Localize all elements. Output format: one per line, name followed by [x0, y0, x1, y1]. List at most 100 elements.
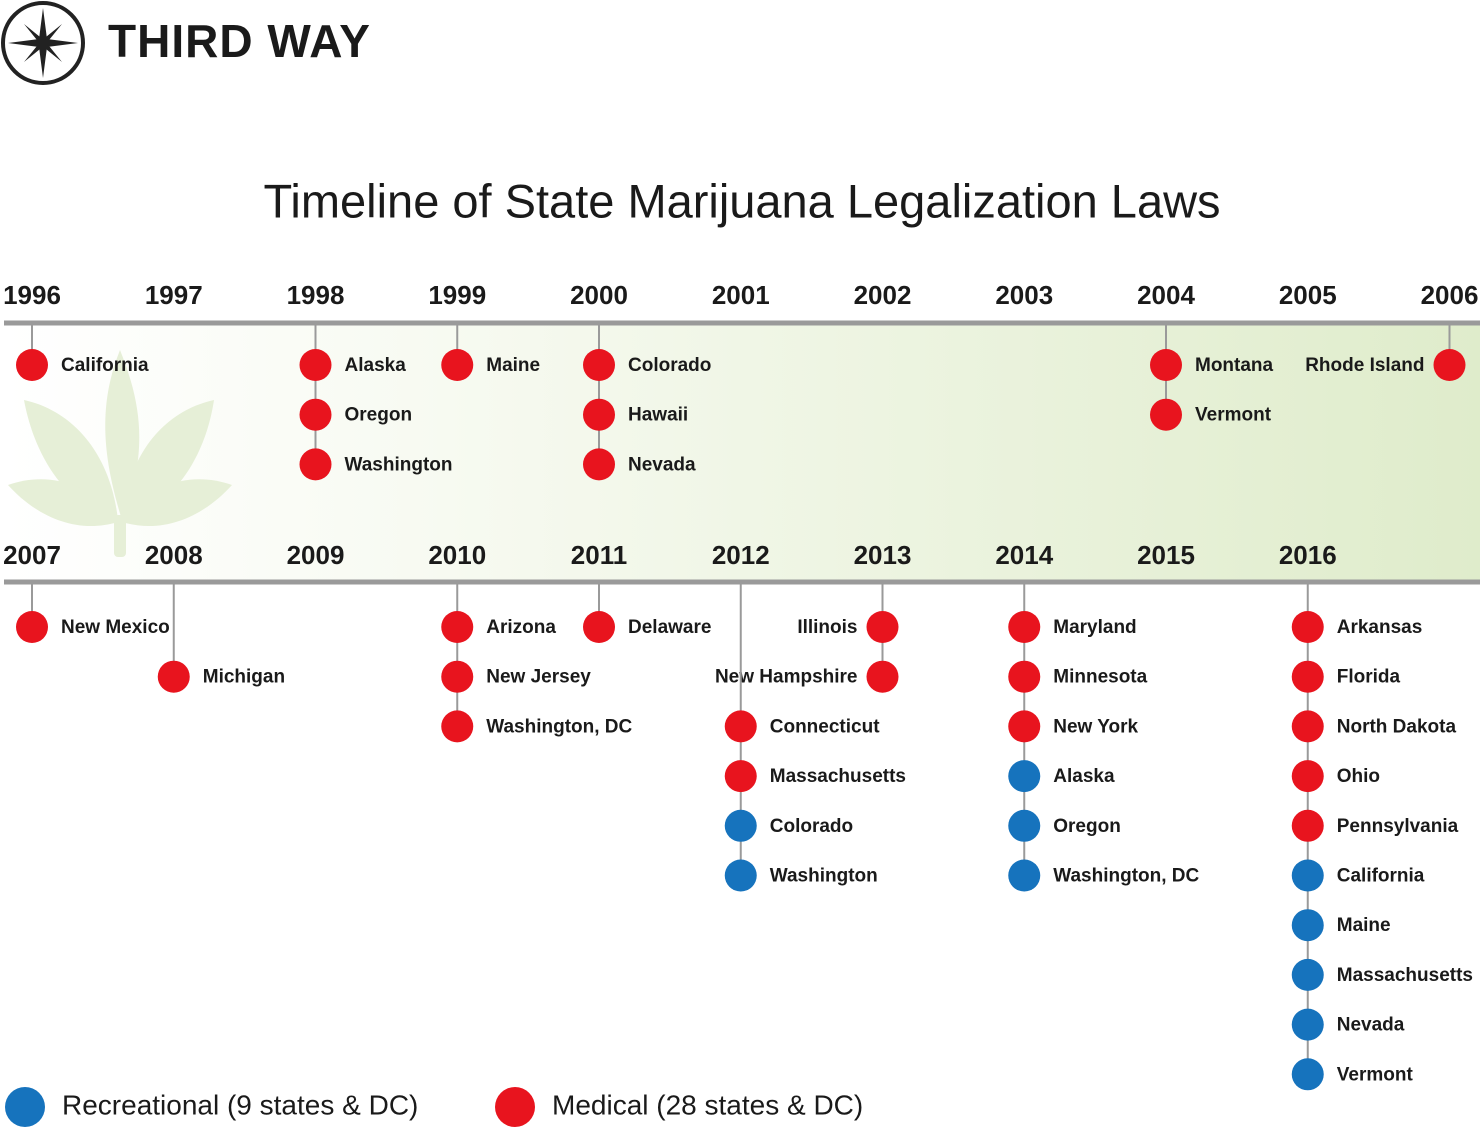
year-label: 2002: [854, 280, 912, 310]
timeline-band: [4, 323, 1480, 582]
year-label: 2004: [1137, 280, 1195, 310]
logo: [1, 1, 85, 85]
state-label: Pennsylvania: [1337, 816, 1459, 837]
year-label: 2015: [1137, 540, 1195, 570]
year-label: 2011: [571, 540, 627, 570]
state-label: Alaska: [1053, 766, 1115, 787]
state-label: Illinois: [797, 617, 857, 638]
state-dot: [299, 448, 332, 481]
state-label: Connecticut: [770, 716, 880, 737]
state-label: Arkansas: [1337, 617, 1423, 638]
state-label: New York: [1053, 716, 1138, 737]
title: Timeline of State Marijuana Legalization…: [263, 174, 1220, 227]
state-dot: [583, 448, 615, 481]
state-dot: [1008, 760, 1041, 793]
year-events: Alaska Oregon Washington: [299, 323, 453, 481]
state-dot: [1150, 349, 1182, 381]
state-dot: [1291, 958, 1324, 991]
year-label: 2005: [1279, 280, 1337, 310]
state-dot: [1150, 398, 1182, 431]
year-events: Arizona New Jersey Washington, DC: [441, 582, 633, 743]
year-events: Delaware: [583, 582, 711, 643]
state-label: Minnesota: [1053, 667, 1147, 688]
legend-dot: [495, 1087, 535, 1127]
state-dot: [441, 710, 474, 743]
state-label: Massachusetts: [770, 766, 906, 787]
state-label: Montana: [1195, 355, 1274, 376]
state-dot: [1291, 660, 1324, 693]
state-label: New Mexico: [61, 617, 170, 638]
state-label: Oregon: [345, 405, 413, 426]
year-label: 2010: [428, 540, 486, 570]
state-dot: [299, 398, 332, 431]
state-label: New Jersey: [486, 667, 591, 688]
year-label: 2012: [712, 540, 770, 570]
year-label: 2006: [1421, 280, 1479, 310]
leaf-decoration: [8, 350, 232, 557]
legend-dot: [5, 1087, 45, 1127]
year-label: 1999: [428, 280, 486, 310]
state-dot: [441, 349, 474, 381]
state-label: Ohio: [1337, 766, 1380, 787]
year-label: 2013: [854, 540, 912, 570]
state-dot: [157, 660, 190, 693]
state-label: Maryland: [1053, 617, 1136, 638]
state-label: Colorado: [770, 816, 853, 837]
state-label: Maine: [1337, 915, 1391, 936]
year-label: 2007: [3, 540, 61, 570]
state-dot: [724, 859, 757, 892]
year-label: 1998: [287, 280, 345, 310]
state-dot: [724, 809, 757, 842]
state-label: Florida: [1337, 667, 1401, 688]
state-label: New Hampshire: [715, 667, 858, 688]
state-dot: [1291, 710, 1324, 743]
year-events: Rhode Island: [1305, 323, 1466, 381]
year-label: 1996: [3, 280, 61, 310]
year-events: Colorado Hawaii Nevada: [583, 323, 711, 481]
state-dot: [1291, 859, 1324, 892]
state-dot: [1291, 809, 1324, 842]
state-dot: [1433, 349, 1466, 381]
legend-label: Medical (28 states & DC): [552, 1089, 863, 1120]
legend-label: Recreational (9 states & DC): [62, 1089, 418, 1120]
year-events: Illinois New Hampshire: [715, 582, 899, 693]
state-dot: [16, 349, 48, 381]
state-label: Washington: [770, 866, 878, 887]
year-label: 2001: [712, 280, 770, 310]
state-label: California: [61, 355, 149, 376]
state-label: Maine: [486, 355, 540, 376]
state-label: Arizona: [486, 617, 556, 638]
state-dot: [1008, 859, 1041, 892]
state-label: North Dakota: [1337, 716, 1457, 737]
state-dot: [724, 760, 757, 793]
state-dot: [583, 398, 615, 431]
state-dot: [1291, 1008, 1324, 1041]
state-label: California: [1337, 866, 1425, 887]
state-label: Washington: [345, 454, 453, 475]
year-events: Connecticut Massachusetts Colorado Washingt…: [724, 582, 906, 892]
state-dot: [583, 611, 615, 643]
state-dot: [299, 349, 332, 381]
year-label: 1997: [145, 280, 203, 310]
logo-star-diagonal: [24, 24, 62, 62]
state-dot: [724, 710, 757, 743]
state-label: Vermont: [1337, 1064, 1414, 1085]
state-dot: [866, 660, 899, 693]
year-label: 2014: [995, 540, 1053, 570]
state-dot: [1291, 1058, 1324, 1091]
year-label: 2003: [995, 280, 1053, 310]
state-label: Vermont: [1195, 405, 1272, 426]
year-events: Michigan: [157, 582, 285, 693]
state-dot: [441, 660, 474, 693]
year-events: California: [16, 323, 149, 381]
state-label: Massachusetts: [1337, 965, 1473, 986]
state-label: Hawaii: [628, 405, 688, 426]
state-dot: [1291, 760, 1324, 793]
brand: THIRD WAY: [108, 15, 371, 67]
year-label: 2008: [145, 540, 203, 570]
state-dot: [1008, 611, 1041, 643]
state-dot: [1008, 660, 1041, 693]
state-dot: [1291, 909, 1324, 942]
